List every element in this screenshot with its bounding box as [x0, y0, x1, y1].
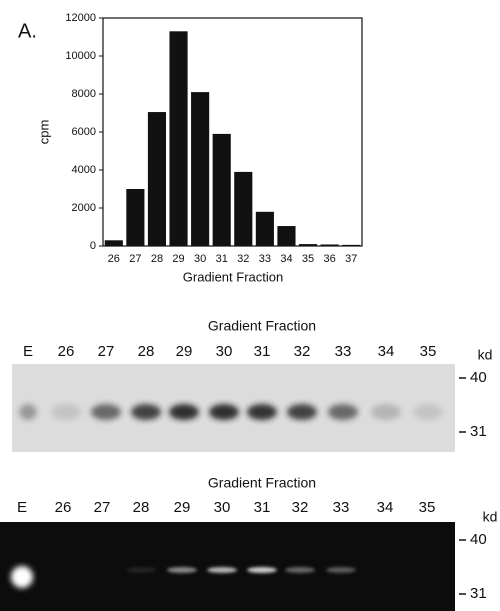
unit-label: kd	[478, 347, 493, 363]
lane-label: 29	[176, 343, 193, 360]
lane-label: 33	[335, 343, 352, 360]
marker-label: 31	[470, 585, 487, 602]
lane-label: 29	[174, 499, 191, 516]
bar	[320, 244, 339, 246]
gel-band	[247, 404, 277, 420]
bar	[126, 189, 145, 246]
x-tick-label: 32	[237, 253, 249, 265]
lane-label: 31	[254, 499, 271, 516]
x-tick-label: 36	[324, 253, 336, 265]
bar	[169, 31, 188, 246]
x-tick-label: 34	[280, 253, 292, 265]
y-tick-label: 6000	[72, 126, 96, 138]
x-axis-label: Gradient Fraction	[183, 269, 283, 284]
lane-label: 28	[138, 343, 155, 360]
lane-label: 32	[292, 499, 309, 516]
lane-label: 28	[133, 499, 150, 516]
lane-label: 27	[94, 499, 111, 516]
x-tick-label: 33	[259, 253, 271, 265]
x-tick-label: 29	[172, 253, 184, 265]
lane-label: 27	[98, 343, 115, 360]
lane-label: 34	[377, 499, 394, 516]
bar	[342, 244, 361, 246]
gel-image	[0, 522, 455, 611]
y-tick-label: 12000	[65, 12, 96, 24]
gel-band	[51, 404, 81, 420]
gel-band	[371, 404, 401, 420]
gel-band	[167, 567, 197, 573]
lane-label: 26	[58, 343, 75, 360]
y-tick-label: 0	[90, 240, 96, 252]
bar	[234, 171, 253, 246]
lane-label: E	[17, 499, 27, 516]
x-tick-label: 27	[129, 253, 141, 265]
bar	[191, 92, 210, 246]
gel-band	[287, 404, 317, 420]
lane-label: 35	[419, 499, 436, 516]
gel-band	[285, 567, 315, 573]
x-tick-label: 37	[345, 253, 357, 265]
x-tick-label: 30	[194, 253, 206, 265]
marker-label: 40	[470, 369, 487, 386]
bar	[147, 112, 167, 246]
lane-label: 32	[294, 343, 311, 360]
bar	[255, 211, 274, 246]
x-tick-label: 31	[216, 253, 228, 265]
lane-label: 35	[420, 343, 437, 360]
x-tick-label: 35	[302, 253, 314, 265]
bar	[277, 226, 296, 246]
gel-band	[91, 404, 121, 420]
gel-band	[413, 404, 443, 420]
lane-label: 30	[214, 499, 231, 516]
panel-label: A.	[18, 20, 37, 42]
gel-title: Gradient Fraction	[208, 475, 316, 491]
gel-band	[19, 404, 37, 420]
lane-label: 34	[378, 343, 395, 360]
gel-spot	[11, 566, 33, 588]
gel-band	[126, 567, 156, 573]
bar	[298, 244, 318, 246]
gel-band	[209, 404, 239, 420]
y-axis-label: cpm	[36, 120, 51, 145]
lane-label: 33	[333, 499, 350, 516]
gel-title: Gradient Fraction	[208, 318, 316, 334]
gel-band	[207, 567, 237, 573]
lane-label: 26	[55, 499, 72, 516]
x-tick-label: 26	[108, 253, 120, 265]
lane-label: E	[23, 343, 33, 360]
x-tick-label: 28	[151, 253, 163, 265]
bar	[212, 133, 231, 246]
y-tick-label: 2000	[72, 202, 96, 214]
gel-band	[326, 567, 356, 573]
marker-label: 40	[470, 531, 487, 548]
bar	[104, 240, 123, 246]
y-tick-label: 4000	[72, 164, 96, 176]
gel-band	[131, 404, 161, 420]
unit-label: kd	[483, 509, 498, 525]
y-tick-label: 8000	[72, 88, 96, 100]
y-tick-label: 10000	[65, 50, 96, 62]
lane-label: 30	[216, 343, 233, 360]
gel-band	[247, 567, 277, 573]
gel-band	[169, 404, 199, 420]
gel-band	[328, 404, 358, 420]
marker-label: 31	[470, 423, 487, 440]
lane-label: 31	[254, 343, 271, 360]
